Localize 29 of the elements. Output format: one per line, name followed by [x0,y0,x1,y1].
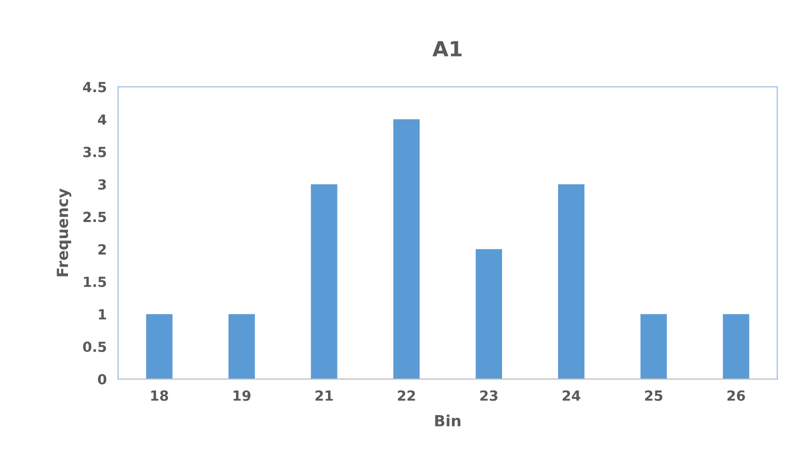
y-tick-label: 1 [98,309,106,320]
bar [722,314,750,380]
y-tick-label: 3 [98,179,106,190]
y-axis-title: Frequency [56,188,72,276]
x-tick-label: 18 [151,390,168,401]
bar [228,314,255,380]
y-tick-label: 0.5 [83,342,106,352]
bar [640,314,667,380]
x-tick-label: 22 [398,390,415,401]
bar [393,119,420,380]
x-tick-label: 25 [645,390,662,401]
x-tick-label: 21 [316,390,333,401]
x-axis-title: Bin [435,414,460,426]
bar [310,184,338,380]
chart-title: A1 [432,41,462,56]
y-tick-label: 2.5 [83,212,106,222]
bar [558,184,584,380]
y-tick-label: 0 [98,374,106,384]
x-tick-label: 24 [562,390,580,401]
x-tick-label: 23 [480,390,498,401]
x-tick-label: 26 [727,390,745,401]
y-tick-label: 4.5 [83,82,106,92]
y-tick-label: 2 [98,244,106,254]
bar [476,249,502,380]
y-tick-label: 1.5 [84,276,106,288]
y-tick-label: 3.5 [83,146,106,158]
x-tick-label: 19 [234,390,250,401]
bar [146,314,172,380]
y-tick-label: 4 [98,114,106,125]
